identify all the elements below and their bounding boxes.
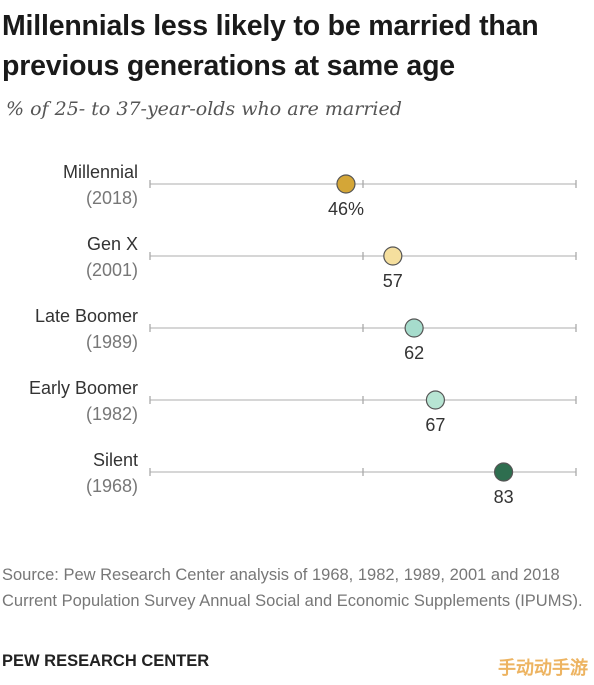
- category-label: Millennial: [63, 162, 138, 182]
- category-label: Early Boomer: [29, 378, 138, 398]
- data-point: [383, 246, 403, 266]
- data-point: [493, 462, 514, 482]
- org-name: PEW RESEARCH CENTER: [2, 652, 210, 670]
- category-year: (1968): [86, 476, 138, 496]
- category-label: Late Boomer: [35, 306, 138, 326]
- chart-subtitle: % of 25- to 37-year-olds who are married: [6, 98, 402, 120]
- category-year: (1982): [86, 404, 138, 424]
- chart-title: Millennials less likely to be married th…: [2, 10, 539, 82]
- data-label: 46%: [328, 199, 364, 219]
- data-point: [336, 174, 356, 194]
- source-note: Source: Pew Research Center analysis of …: [2, 566, 583, 610]
- dot-plot: Millennial (2018) 46% Gen X (2001) 57 Late Boo…: [29, 162, 577, 507]
- data-label: 67: [425, 415, 445, 435]
- data-point: [404, 318, 424, 338]
- category-year: (1989): [86, 332, 138, 352]
- data-point: [425, 390, 446, 410]
- category-label: Gen X: [87, 234, 138, 254]
- watermark: 手动动手游: [498, 658, 588, 679]
- category-year: (2018): [86, 188, 138, 208]
- data-label: 83: [494, 487, 514, 507]
- category-year: (2001): [86, 260, 138, 280]
- data-label: 57: [383, 271, 403, 291]
- category-label: Silent: [93, 450, 138, 470]
- data-label: 62: [404, 343, 424, 363]
